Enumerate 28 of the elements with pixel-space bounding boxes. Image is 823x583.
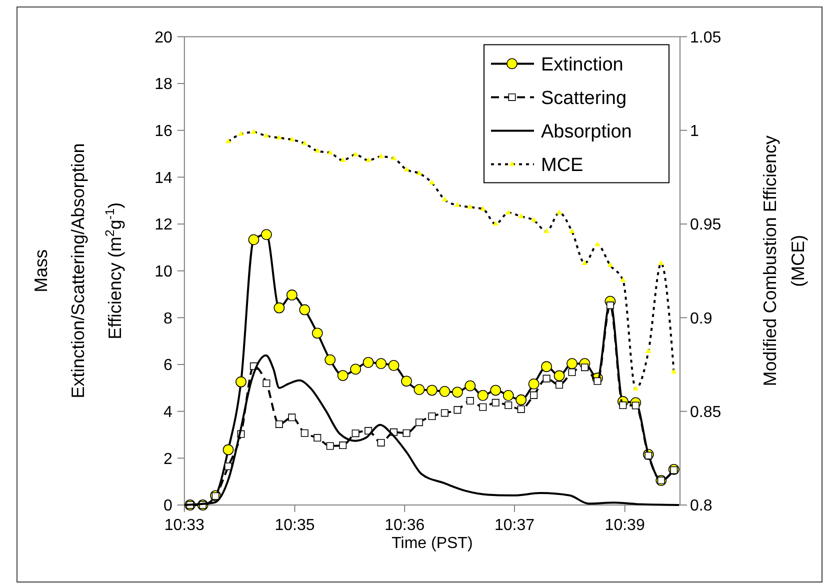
legend-label: Absorption <box>541 121 632 142</box>
y-tick-label: 18 <box>154 76 172 94</box>
y-tick-label: 16 <box>154 122 172 140</box>
y-tick-label: 8 <box>163 310 172 328</box>
y2-tick-label: 1.05 <box>690 29 722 46</box>
y2-tick-label: 1 <box>690 122 699 140</box>
legend-label: Extinction <box>541 54 624 76</box>
y2-axis-title: Modified Combustion Efficiency (MCE) <box>760 135 808 386</box>
y-tick-label: 14 <box>154 170 172 187</box>
x-tick-label: 10:39 <box>604 517 645 534</box>
y2-tick-label: 0.95 <box>690 216 722 234</box>
x-tick-label: 10:35 <box>274 517 315 534</box>
y-tick-label: 2 <box>163 450 172 468</box>
y2-tick-label: 0.9 <box>690 310 712 328</box>
legend-label: Scattering <box>541 88 627 109</box>
y-tick-label: 4 <box>163 404 172 421</box>
y-tick-label: 20 <box>154 29 172 46</box>
x-tick-label: 10:37 <box>494 517 535 534</box>
y-tick-label: 12 <box>154 216 172 234</box>
x-axis-title: Time (PST) <box>392 535 473 552</box>
x-tick-label: 10:33 <box>164 517 205 534</box>
y-tick-label: 6 <box>163 357 172 374</box>
y-tick-label: 0 <box>163 498 172 515</box>
y2-tick-label: 0.85 <box>690 404 722 421</box>
y-tick-label: 10 <box>154 263 172 280</box>
x-tick-label: 10:36 <box>384 517 425 534</box>
legend-label: MCE <box>541 154 584 176</box>
y2-tick-label: 0.8 <box>690 498 712 515</box>
